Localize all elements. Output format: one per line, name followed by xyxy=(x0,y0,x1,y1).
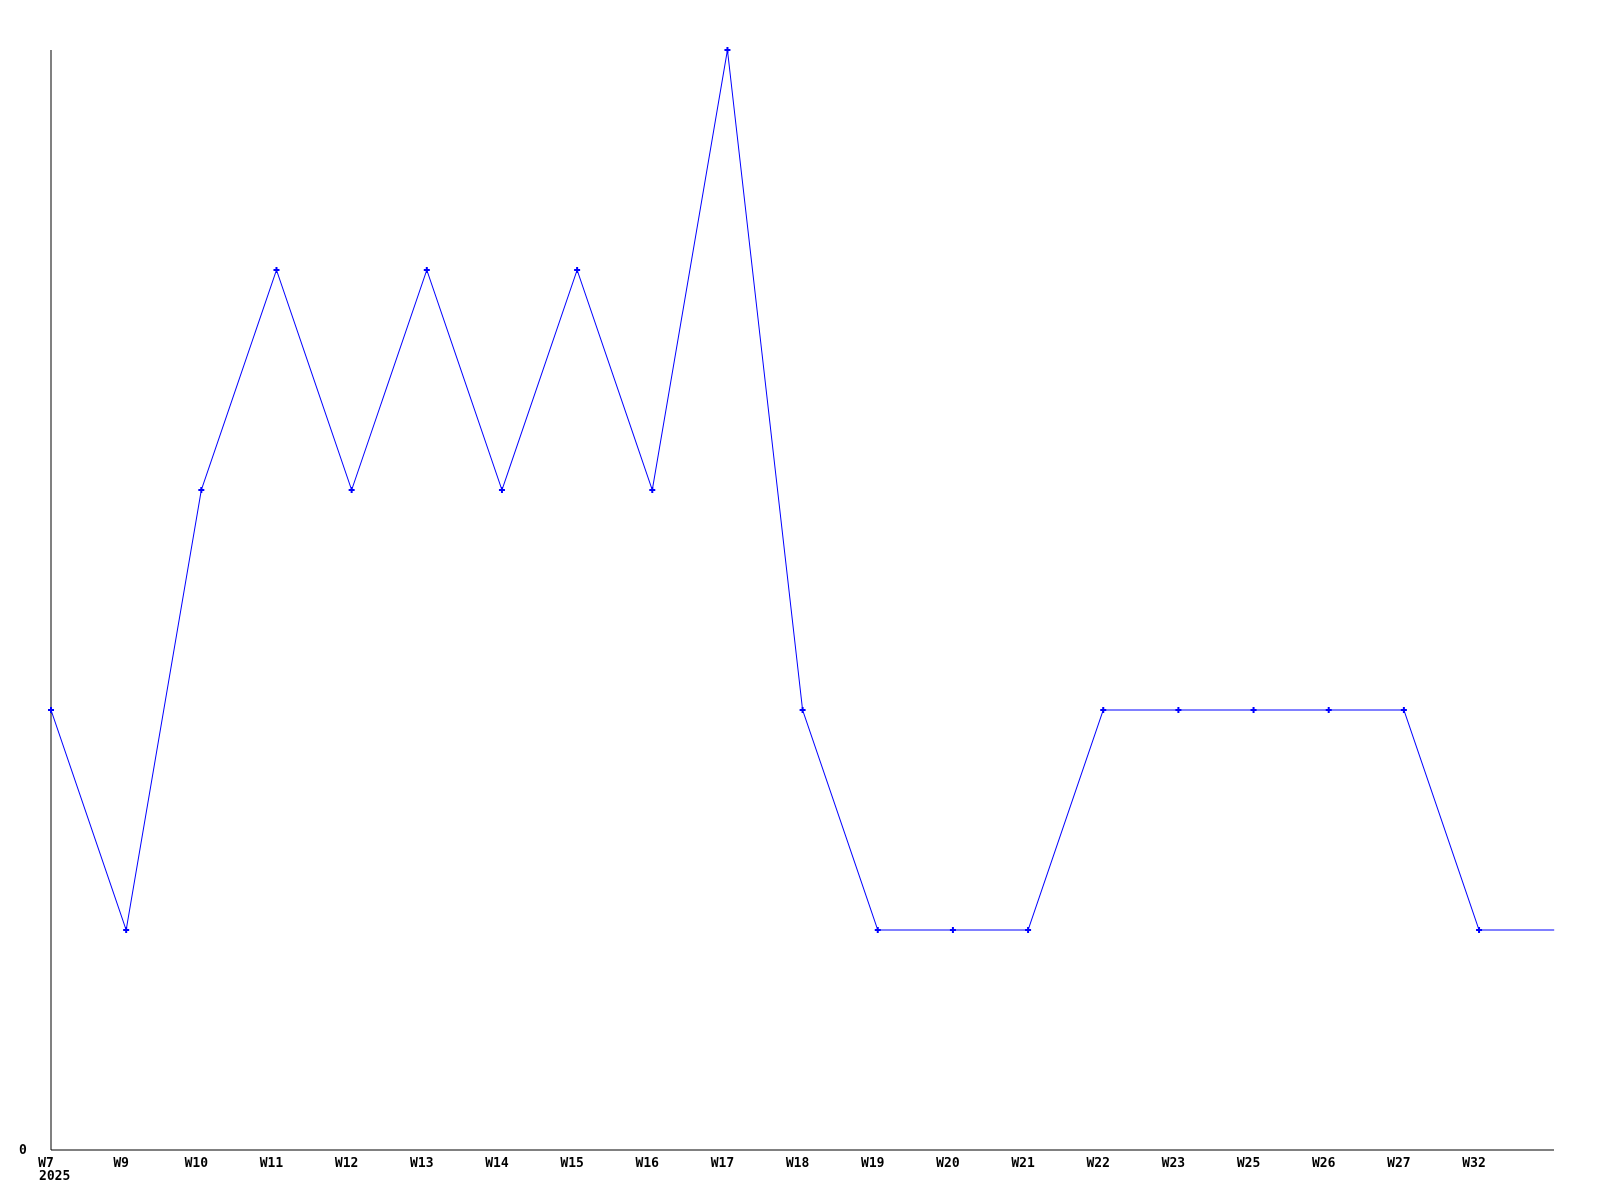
data-point-marker xyxy=(48,707,54,713)
x-tick-label: W17 xyxy=(711,1156,734,1171)
data-point-marker xyxy=(799,707,806,713)
x-tick-label: W10 xyxy=(185,1156,209,1171)
y-axis-zero-label: 0 xyxy=(19,1143,27,1158)
data-point-marker xyxy=(273,267,280,273)
x-tick-label: W25 xyxy=(1237,1156,1260,1171)
data-point-marker xyxy=(198,487,205,493)
data-point-marker xyxy=(1100,707,1107,713)
x-tick-label: W23 xyxy=(1162,1156,1185,1171)
data-point-marker xyxy=(1400,707,1407,713)
data-point-marker xyxy=(574,267,581,273)
data-point-marker xyxy=(1476,927,1483,933)
x-tick-label: W9 xyxy=(113,1156,129,1171)
data-point-marker xyxy=(649,487,656,493)
x-tick-label: W22 xyxy=(1086,1156,1109,1171)
x-tick-label: W20 xyxy=(936,1156,960,1171)
data-point-marker xyxy=(498,487,505,493)
x-tick-label: W7 xyxy=(38,1156,54,1171)
data-point-marker xyxy=(724,47,731,53)
data-point-marker xyxy=(1025,927,1032,933)
x-tick-label: W32 xyxy=(1462,1156,1485,1171)
x-tick-label: W16 xyxy=(636,1156,660,1171)
x-tick-label: W12 xyxy=(335,1156,358,1171)
x-tick-label: W18 xyxy=(786,1156,810,1171)
data-point-marker xyxy=(874,927,881,933)
data-point-marker xyxy=(1250,707,1257,713)
data-line xyxy=(50,49,1555,931)
x-tick-label: W19 xyxy=(861,1156,884,1171)
x-tick-label: W13 xyxy=(410,1156,433,1171)
data-point-marker xyxy=(1325,707,1332,713)
data-point-marker xyxy=(949,927,956,933)
data-point-marker xyxy=(123,927,130,933)
x-tick-label: W21 xyxy=(1011,1156,1035,1171)
x-tick-label: W11 xyxy=(260,1156,284,1171)
x-tick-label: W14 xyxy=(485,1156,509,1171)
x-tick-label: W27 xyxy=(1387,1156,1410,1171)
data-point-marker xyxy=(1175,707,1182,713)
data-point-marker xyxy=(423,267,430,273)
x-tick-label: W15 xyxy=(560,1156,583,1171)
x-axis-year-label: 2025 xyxy=(39,1169,71,1184)
data-point-marker xyxy=(348,487,355,493)
x-tick-label: W26 xyxy=(1312,1156,1336,1171)
